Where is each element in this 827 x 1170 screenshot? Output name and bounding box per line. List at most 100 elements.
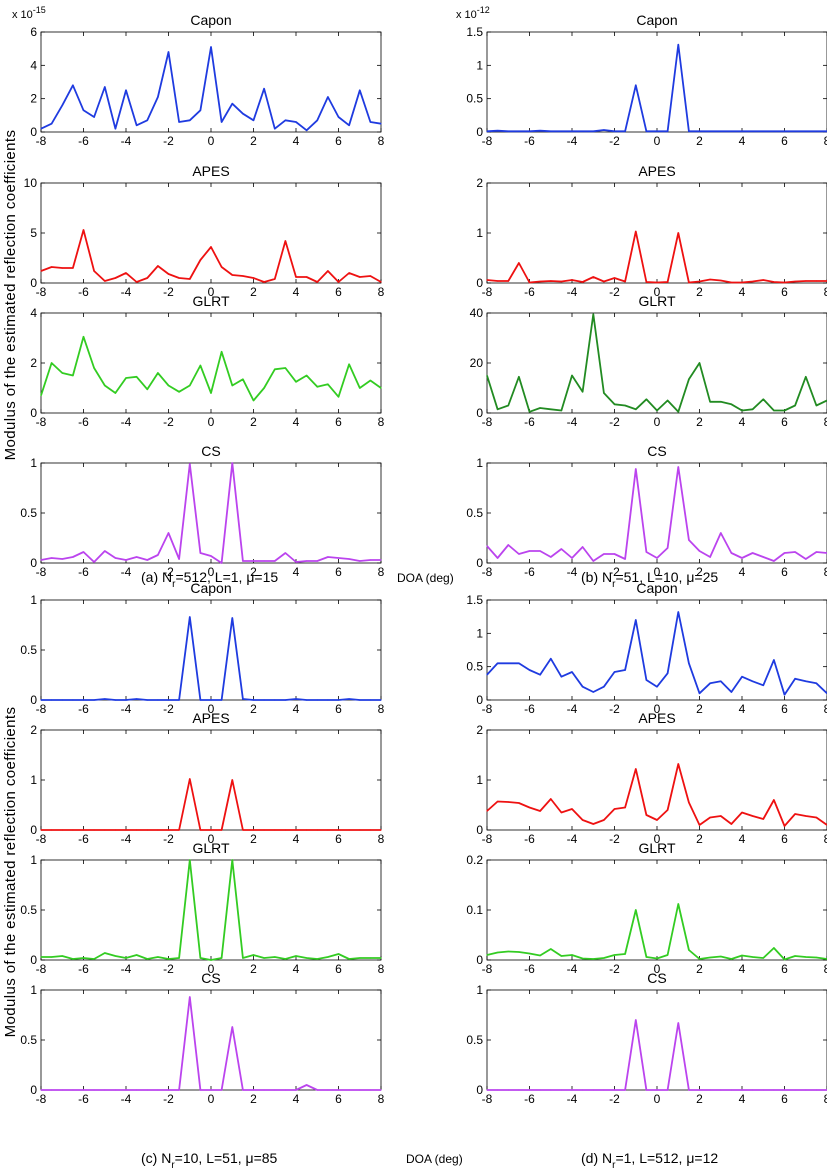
- subplot-c-glrt: GLRT -8 -6 -4 -2 0 2 4 6 8 0 0.5 1: [20, 840, 384, 976]
- data-point: [327, 1089, 329, 1091]
- data-point: [603, 553, 605, 555]
- data-point: [752, 280, 754, 283]
- data-point: [624, 404, 626, 407]
- data-point: [199, 259, 201, 261]
- data-point: [252, 954, 255, 956]
- x-tick-label: 4: [293, 702, 300, 716]
- data-point: [61, 558, 63, 560]
- data-point: [221, 699, 223, 701]
- data-point: [720, 279, 722, 282]
- x-tick-label: 8: [378, 285, 385, 299]
- axes-box: [40, 729, 382, 831]
- x-tick-label: 2: [250, 565, 257, 579]
- data-point: [210, 46, 212, 48]
- data-point: [231, 384, 233, 387]
- data-point: [539, 954, 541, 957]
- data-point: [221, 351, 223, 353]
- y-tick-label: 4: [30, 306, 37, 320]
- x-tick-label: -8: [36, 565, 47, 579]
- caption-label: (b) N: [581, 569, 612, 585]
- data-point: [316, 119, 318, 121]
- data-point: [178, 121, 180, 123]
- data-point: [518, 802, 520, 804]
- data-point: [40, 559, 42, 561]
- data-point: [125, 377, 127, 379]
- x-tick-label: 2: [250, 702, 257, 716]
- data-point: [528, 281, 531, 284]
- data-point: [582, 686, 584, 688]
- data-point: [518, 376, 520, 378]
- data-point: [252, 560, 255, 562]
- data-point: [40, 699, 42, 701]
- data-point: [82, 109, 85, 111]
- data-point: [72, 374, 74, 377]
- data-point: [359, 1089, 361, 1091]
- series-line: [41, 859, 381, 961]
- data-point: [306, 560, 308, 562]
- data-point: [348, 363, 350, 365]
- data-point: [635, 230, 637, 233]
- data-point: [645, 281, 648, 283]
- data-point: [497, 408, 499, 410]
- data-point: [242, 378, 244, 380]
- x-tick-label: 0: [208, 285, 215, 299]
- data-point: [72, 556, 74, 558]
- data-point: [348, 558, 350, 560]
- data-point: [316, 386, 318, 388]
- data-point: [274, 829, 276, 831]
- data-point: [189, 278, 191, 280]
- data-point: [157, 956, 159, 958]
- data-point: [51, 557, 53, 559]
- data-point: [560, 1089, 563, 1091]
- data-point: [497, 662, 499, 664]
- x-tick-label: 2: [250, 1092, 257, 1106]
- data-point: [61, 104, 63, 106]
- data-point: [592, 560, 594, 562]
- data-point: [560, 811, 563, 814]
- x-tick-label: 4: [293, 565, 300, 579]
- data-point: [667, 547, 669, 549]
- x-tick-label: 0: [654, 565, 661, 579]
- x-tick-label: 4: [739, 962, 746, 976]
- y-tick-label: 0: [476, 823, 483, 837]
- data-point: [794, 404, 796, 407]
- data-point: [274, 1089, 276, 1091]
- y-tick-label: 20: [470, 356, 484, 370]
- subplot-title: CS: [647, 970, 666, 986]
- data-point: [104, 1089, 106, 1091]
- subplot-c-apes: APES -8 -6 -4 -2 0 2 4 6 8 0 1 2: [30, 710, 384, 846]
- data-point: [136, 124, 138, 126]
- series-line: [40, 229, 382, 283]
- data-point: [497, 130, 499, 132]
- data-point: [40, 270, 42, 272]
- data-point: [359, 957, 361, 959]
- data-point: [167, 273, 170, 275]
- data-point: [592, 276, 594, 278]
- data-point: [189, 616, 191, 618]
- x-tick-label: 4: [739, 134, 746, 148]
- data-point: [167, 829, 170, 831]
- y-tick-label: 0.5: [20, 643, 37, 657]
- data-point: [82, 829, 85, 831]
- data-point: [677, 232, 679, 234]
- x-tick-label: -4: [121, 134, 132, 148]
- data-point: [82, 229, 85, 231]
- data-point: [72, 699, 74, 701]
- data-point: [528, 550, 531, 552]
- caption-a: (a) Nr=512, L=1, μ=15: [141, 569, 278, 590]
- data-point: [762, 957, 764, 959]
- data-point: [741, 409, 743, 412]
- data-point: [274, 560, 276, 562]
- data-point: [284, 699, 286, 701]
- data-point: [720, 1089, 722, 1091]
- axes-box: [486, 182, 827, 284]
- data-point: [82, 957, 85, 959]
- data-point: [104, 698, 106, 700]
- data-point: [51, 123, 53, 125]
- data-point: [528, 130, 531, 132]
- data-point: [93, 561, 95, 563]
- data-point: [263, 387, 265, 389]
- data-point: [114, 557, 116, 559]
- data-point: [677, 903, 679, 905]
- x-tick-label: 6: [335, 962, 342, 976]
